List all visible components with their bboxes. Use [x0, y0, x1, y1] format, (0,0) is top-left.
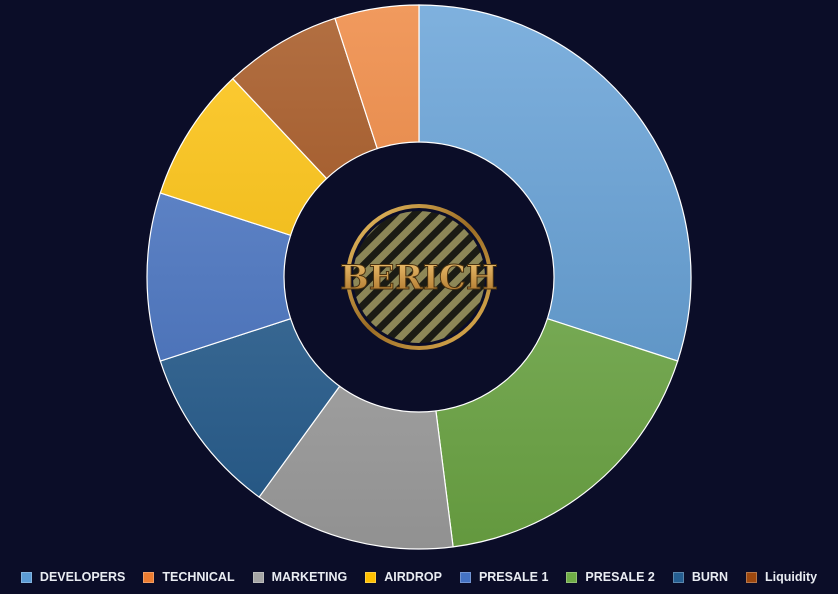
slice-presale-2	[435, 317, 679, 548]
legend-item-presale-1: PRESALE 1	[459, 570, 549, 584]
legend-swatch	[252, 571, 264, 583]
legend-item-presale-2: PRESALE 2	[566, 570, 655, 584]
legend-item-burn: BURN	[672, 570, 728, 584]
legend-swatch	[143, 571, 155, 583]
legend-label: TECHNICAL	[162, 570, 235, 584]
logo-disc	[353, 211, 485, 343]
legend-swatch	[365, 571, 377, 583]
legend-label: PRESALE 2	[585, 570, 655, 584]
legend-item-technical: TECHNICAL	[143, 570, 235, 584]
legend-swatch	[459, 571, 471, 583]
legend-item-liquidity: Liquidity	[745, 570, 818, 584]
slice-developers	[418, 4, 692, 362]
legend-swatch	[566, 571, 578, 583]
legend-item-developers: DEVELOPERS	[20, 570, 126, 584]
donut-slices	[146, 4, 692, 550]
center-logo: BERICH	[340, 204, 499, 350]
legend-label: Liquidity	[764, 570, 818, 584]
logo-text: BERICH	[340, 258, 498, 298]
legend-swatch	[745, 571, 757, 583]
legend-label: BURN	[691, 570, 728, 584]
legend-item-marketing: MARKETING	[252, 570, 348, 584]
legend-label: AIRDROP	[384, 570, 442, 584]
legend-label: PRESALE 1	[478, 570, 549, 584]
chart-legend: DEVELOPERS TECHNICAL MARKETING AIRDROP PRESA…	[0, 566, 838, 588]
legend-item-airdrop: AIRDROP	[365, 570, 442, 584]
legend-label: MARKETING	[271, 570, 348, 584]
slice-technical	[334, 4, 420, 150]
legend-swatch	[20, 571, 32, 583]
legend-label: DEVELOPERS	[39, 570, 126, 584]
legend-swatch	[672, 571, 684, 583]
